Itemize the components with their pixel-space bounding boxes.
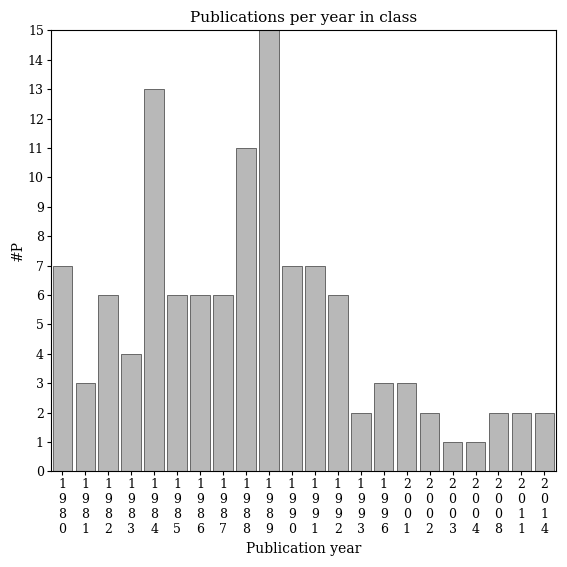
Bar xyxy=(99,295,118,471)
Title: Publications per year in class: Publications per year in class xyxy=(190,11,417,25)
Bar xyxy=(236,148,256,471)
Y-axis label: #P: #P xyxy=(11,240,25,261)
Bar xyxy=(511,413,531,471)
Bar xyxy=(75,383,95,471)
Bar xyxy=(328,295,348,471)
Bar xyxy=(420,413,439,471)
Bar xyxy=(191,295,210,471)
Bar xyxy=(282,265,302,471)
Bar xyxy=(305,265,324,471)
Bar xyxy=(466,442,485,471)
Bar xyxy=(53,265,72,471)
Bar xyxy=(443,442,462,471)
Bar xyxy=(121,354,141,471)
Bar xyxy=(535,413,554,471)
Bar xyxy=(489,413,508,471)
Bar xyxy=(374,383,393,471)
Bar xyxy=(213,295,233,471)
Bar xyxy=(167,295,187,471)
Bar xyxy=(351,413,370,471)
Bar xyxy=(259,31,279,471)
Bar xyxy=(397,383,416,471)
Bar xyxy=(145,89,164,471)
X-axis label: Publication year: Publication year xyxy=(246,542,361,556)
